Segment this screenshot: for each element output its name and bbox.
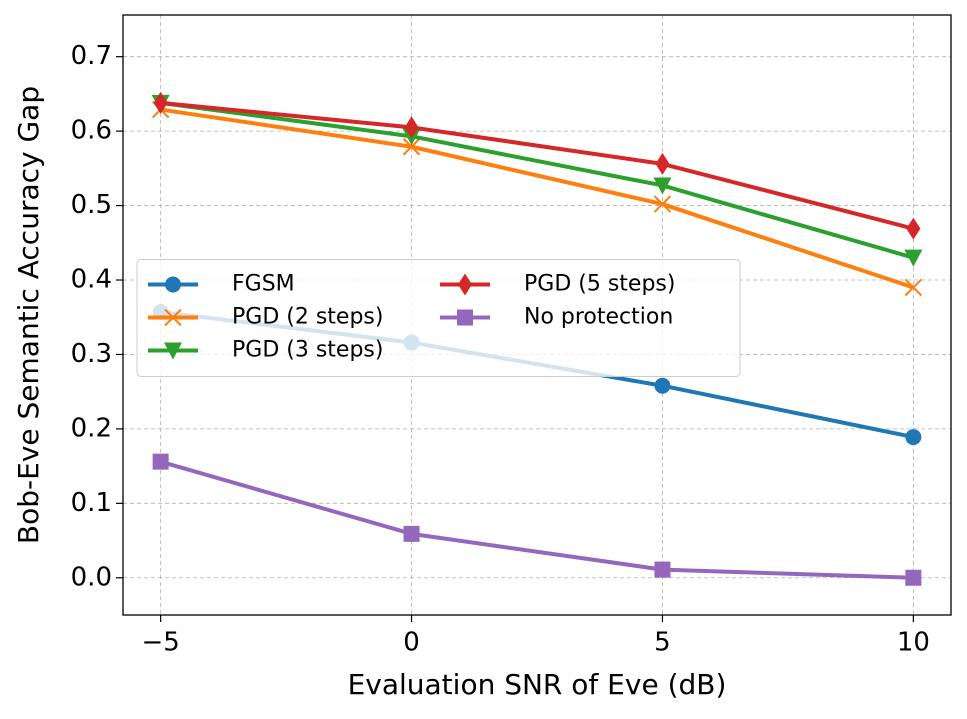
y-tick-label: 0.0 — [71, 562, 112, 592]
marker — [655, 152, 670, 175]
marker — [457, 309, 473, 326]
x-tick-label: 5 — [654, 628, 671, 658]
marker — [904, 249, 923, 267]
plot-frame — [122, 14, 952, 616]
y-axis-label: Bob-Eve Semantic Accuracy Gap — [12, 86, 45, 544]
x-tick-label: 10 — [897, 628, 930, 658]
marker — [653, 195, 672, 213]
y-tick-label: 0.5 — [71, 190, 112, 220]
marker — [654, 377, 671, 394]
legend-label: FGSM — [232, 272, 295, 297]
legend-label: No protection — [524, 305, 673, 330]
marker — [164, 308, 182, 327]
marker — [905, 569, 922, 586]
marker — [653, 177, 672, 195]
y-tick-label: 0.6 — [71, 116, 112, 146]
marker — [153, 91, 168, 114]
x-axis-label: Evaluation SNR of Eve (dB) — [348, 668, 727, 701]
marker — [904, 278, 923, 297]
legend-label: PGD (2 steps) — [232, 305, 383, 330]
legend: FGSM PGD (2 steps) PGD (3 steps) PGD (5 ste… — [136, 259, 741, 377]
marker — [404, 116, 419, 139]
series-line — [160, 100, 914, 231]
x-tick-label: 0 — [403, 628, 420, 658]
series-line — [160, 459, 914, 580]
x-tick-label: −5 — [141, 628, 179, 658]
marker — [402, 138, 421, 156]
marker — [403, 525, 420, 542]
marker — [905, 429, 922, 446]
y-tick-label: 0.2 — [71, 413, 112, 443]
marker — [458, 273, 472, 296]
marker — [654, 561, 671, 578]
series-line — [160, 100, 914, 260]
marker — [152, 453, 169, 470]
series-line — [160, 107, 914, 290]
y-tick-label: 0.7 — [71, 41, 112, 71]
legend-frame — [136, 259, 741, 377]
y-tick-label: 0.1 — [71, 488, 112, 518]
marker — [906, 217, 921, 240]
marker — [165, 276, 181, 293]
legend-label: PGD (5 steps) — [524, 272, 675, 297]
legend-label: PGD (3 steps) — [232, 338, 383, 363]
y-tick-label: 0.3 — [71, 339, 112, 369]
y-tick-label: 0.4 — [71, 265, 112, 295]
marker — [164, 342, 182, 360]
